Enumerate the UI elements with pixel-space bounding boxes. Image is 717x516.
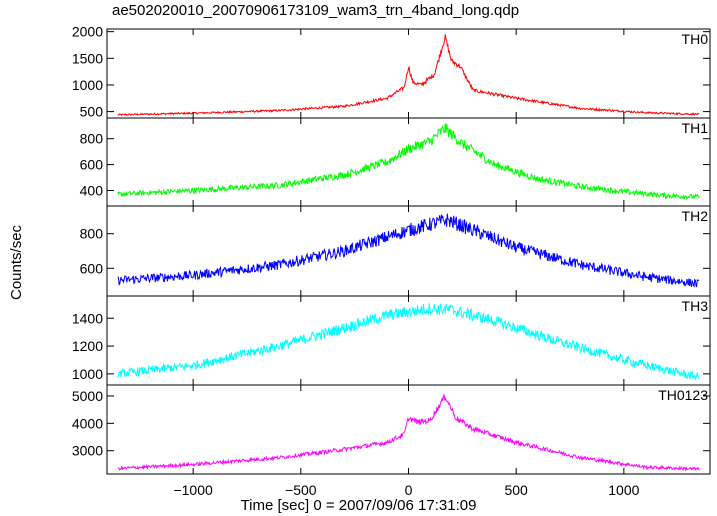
- y-tick-label-th0: 500: [80, 104, 104, 120]
- y-tick-label-th1: 400: [80, 182, 104, 198]
- x-axis-label: Time [sec] 0 = 2007/09/06 17:31:09: [240, 497, 477, 514]
- x-tick-label: −500: [285, 482, 317, 498]
- series-line-th3: [117, 303, 700, 380]
- x-tick-label: 0: [405, 482, 413, 498]
- series-label-th1: TH1: [682, 120, 709, 136]
- x-tick-label: −1000: [173, 482, 213, 498]
- chart-title: ae502020010_20070906173109_wam3_trn_4ban…: [112, 2, 520, 19]
- series-line-th0123: [117, 394, 700, 472]
- y-tick-label-th1: 600: [80, 157, 104, 173]
- panel-frame-th0: [106, 28, 711, 119]
- series-line-th2: [117, 213, 700, 288]
- series-line-th0: [117, 34, 700, 117]
- series-label-th0: TH0: [682, 31, 709, 47]
- panel-frame-th3: [106, 295, 711, 386]
- y-tick-label-th3: 1400: [72, 310, 103, 326]
- y-tick-label-th3: 1200: [72, 338, 103, 354]
- y-tick-label-th3: 1000: [72, 366, 103, 382]
- y-tick-label-th0123: 3000: [72, 443, 103, 459]
- panel-frame-th2: [106, 205, 711, 297]
- y-tick-label-th0: 2000: [72, 24, 103, 40]
- x-tick-label: 1000: [608, 482, 639, 498]
- y-tick-label-th0123: 4000: [72, 415, 103, 431]
- y-tick-label-th2: 800: [80, 226, 104, 242]
- series-label-th2: TH2: [682, 208, 709, 224]
- y-tick-label-th1: 800: [80, 131, 104, 147]
- y-tick-label-th0: 1500: [72, 50, 103, 66]
- panel-frame-th0123: [106, 384, 711, 475]
- x-tick-label: 500: [504, 482, 528, 498]
- series-label-th0123: TH0123: [658, 387, 708, 403]
- y-axis-label: Counts/sec: [8, 224, 25, 300]
- panel-frame-th1: [106, 117, 711, 207]
- y-tick-label-th2: 600: [80, 260, 104, 276]
- series-label-th3: TH3: [682, 298, 709, 314]
- y-tick-label-th0: 1000: [72, 77, 103, 93]
- y-tick-label-th0123: 5000: [72, 388, 103, 404]
- series-line-th1: [117, 123, 700, 201]
